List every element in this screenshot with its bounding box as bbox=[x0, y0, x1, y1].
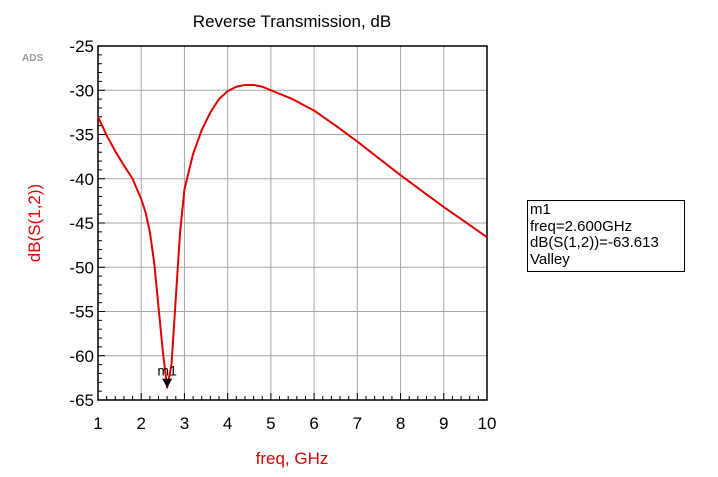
x-axis-label: freq, GHz bbox=[256, 449, 329, 468]
y-tick-label: -35 bbox=[69, 126, 94, 145]
y-axis-label: dB(S(1,2)) bbox=[25, 184, 44, 262]
x-tick-label: 8 bbox=[396, 414, 405, 433]
x-tick-label: 9 bbox=[439, 414, 448, 433]
x-tick-label: 2 bbox=[136, 414, 145, 433]
marker-readout-box[interactable]: m1 freq=2.600GHz dB(S(1,2))=-63.613 Vall… bbox=[527, 200, 685, 272]
marker-group: m1 bbox=[157, 363, 177, 388]
plot-frame bbox=[97, 45, 488, 401]
marker-arrow[interactable] bbox=[162, 378, 173, 388]
y-tick-label: -50 bbox=[69, 258, 94, 277]
ads-logo: ADS bbox=[22, 53, 43, 64]
series-line bbox=[97, 83, 488, 389]
marker-label[interactable]: m1 bbox=[157, 363, 177, 379]
series-group bbox=[97, 83, 488, 389]
x-tick-label: 4 bbox=[223, 414, 232, 433]
x-tick-label: 7 bbox=[353, 414, 362, 433]
marker-readout-value: dB(S(1,2))=-63.613 bbox=[530, 234, 659, 251]
chart-title: Reverse Transmission, dB bbox=[193, 12, 391, 31]
y-tick-label: -25 bbox=[69, 37, 94, 56]
x-tick-label: 1 bbox=[93, 414, 102, 433]
y-tick-label: -60 bbox=[69, 347, 94, 366]
x-tick-label: 5 bbox=[266, 414, 275, 433]
marker-readout-freq: freq=2.600GHz bbox=[530, 217, 633, 235]
x-tick-label: 3 bbox=[180, 414, 189, 433]
y-tick-label: -40 bbox=[69, 170, 94, 189]
x-tick-labels: 1 2 3 4 5 6 7 8 9 10 bbox=[93, 414, 496, 433]
y-tick-label: -30 bbox=[69, 81, 94, 100]
y-tick-label: -55 bbox=[69, 303, 94, 322]
x-tick-label: 10 bbox=[478, 414, 497, 433]
y-tick-label: -65 bbox=[69, 391, 94, 410]
x-tick-label: 6 bbox=[309, 414, 318, 433]
marker-readout-name: m1 bbox=[530, 201, 551, 218]
y-tick-label: -45 bbox=[69, 214, 94, 233]
marker-readout-type: Valley bbox=[530, 250, 570, 268]
y-tick-labels: -25 -30 -35 -40 -45 -50 -55 -60 -65 bbox=[69, 37, 94, 410]
